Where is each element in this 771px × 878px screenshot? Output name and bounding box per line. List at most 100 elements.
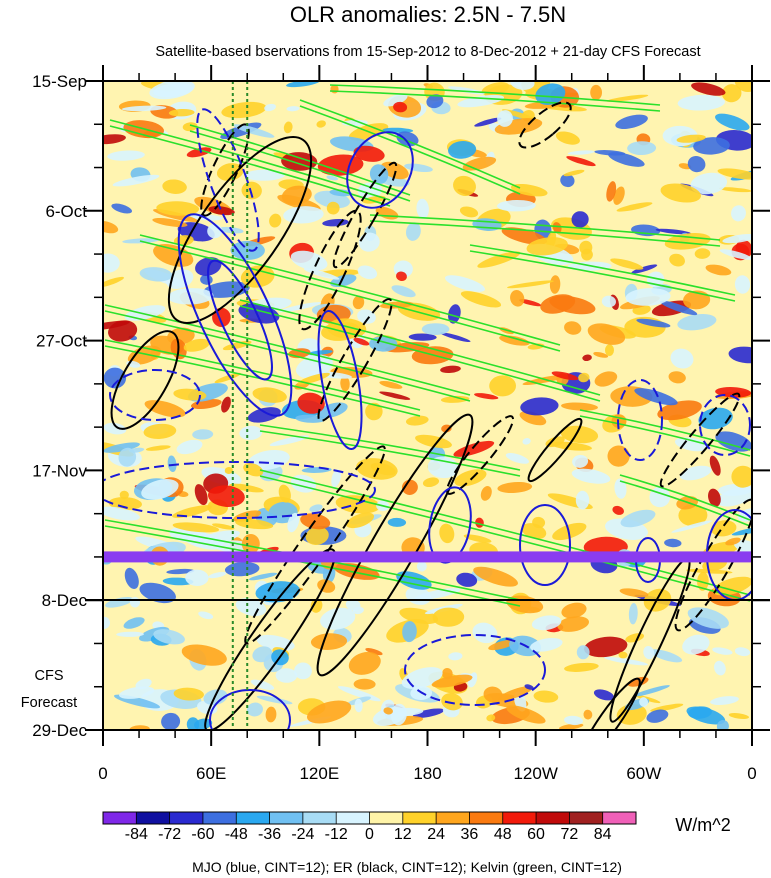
olr-anomaly-cell — [510, 289, 525, 307]
olr-anomaly-cell — [631, 264, 658, 274]
olr-anomaly-cell — [616, 703, 647, 725]
forecast-label-line2: Forecast — [21, 695, 77, 711]
olr-anomaly-cell — [733, 539, 752, 556]
olr-anomaly-cell — [207, 485, 245, 507]
olr-anomaly-cell — [510, 81, 535, 90]
olr-anomaly-cell — [283, 121, 293, 134]
olr-anomaly-cell — [584, 636, 628, 658]
olr-anomaly-cell — [353, 145, 385, 162]
kelvin-contour — [109, 125, 391, 207]
kelvin-contour — [139, 240, 561, 352]
olr-anomaly-cell — [439, 523, 455, 544]
olr-anomaly-cell — [415, 434, 452, 449]
olr-anomaly-cell — [697, 572, 709, 591]
olr-anomaly-cell — [357, 309, 376, 324]
olr-anomaly-cell — [143, 423, 177, 439]
y-tick-label: 27-Oct — [36, 332, 87, 351]
olr-anomaly-cell — [670, 348, 694, 369]
olr-anomaly-cell — [712, 647, 733, 655]
olr-anomaly-cell — [710, 696, 739, 706]
olr-anomaly-cell — [725, 537, 741, 546]
kelvin-contour — [139, 234, 561, 346]
olr-anomaly-cell — [310, 633, 348, 650]
olr-anomaly-cell — [183, 338, 210, 352]
olr-anomaly-field — [103, 81, 752, 730]
x-tick-label: 120E — [299, 764, 339, 783]
olr-anomaly-cell — [734, 647, 751, 657]
y-tick-label: 15-Sep — [32, 72, 87, 91]
olr-anomaly-cell — [265, 706, 277, 723]
olr-anomaly-cell — [252, 646, 273, 663]
olr-anomaly-cell — [655, 228, 691, 235]
olr-anomaly-cell — [379, 391, 411, 400]
olr-anomaly-cell — [124, 567, 139, 590]
olr-anomaly-cell — [614, 478, 627, 499]
olr-anomaly-cell — [383, 93, 408, 107]
olr-anomaly-cell — [691, 82, 726, 96]
olr-anomaly-cell — [505, 452, 529, 464]
olr-anomaly-cell — [559, 723, 584, 730]
olr-anomaly-cell — [135, 678, 152, 690]
colorbar-swatch — [269, 812, 304, 824]
olr-anomaly-cell — [506, 705, 546, 724]
olr-anomaly-cell — [111, 203, 132, 214]
olr-anomaly-cell — [608, 152, 645, 167]
olr-anomaly-cell — [422, 477, 440, 488]
olr-anomaly-cell — [520, 397, 559, 416]
olr-anomaly-cell — [674, 437, 709, 452]
olr-anomaly-cell — [604, 344, 615, 356]
mjo-contour — [617, 379, 663, 461]
olr-anomaly-cell — [719, 249, 752, 260]
kelvin-contour — [369, 214, 721, 241]
olr-anomaly-cell — [129, 725, 150, 730]
olr-anomaly-cell — [264, 103, 276, 112]
olr-anomaly-cell — [497, 199, 536, 212]
olr-anomaly-cell — [118, 686, 155, 699]
olr-anomaly-cell — [103, 422, 127, 435]
olr-anomaly-cell — [567, 150, 595, 155]
olr-anomaly-cell — [564, 662, 599, 672]
olr-anomaly-cell — [731, 465, 752, 488]
olr-anomaly-cell — [172, 505, 212, 518]
er-contour — [298, 209, 362, 331]
olr-anomaly-cell — [712, 576, 752, 596]
olr-anomaly-cell — [633, 685, 670, 697]
colorbar-level-label: -48 — [225, 826, 248, 843]
olr-anomaly-cell — [405, 415, 429, 426]
er-contour — [317, 298, 393, 422]
olr-anomaly-cell — [162, 179, 187, 194]
mjo-contour — [317, 309, 363, 451]
olr-anomaly-cell — [497, 481, 533, 494]
olr-anomaly-cell — [552, 222, 562, 234]
olr-anomaly-cell — [561, 602, 587, 619]
olr-anomaly-cell — [473, 566, 518, 587]
olr-anomaly-cell — [463, 534, 492, 543]
olr-anomaly-cell — [103, 506, 140, 521]
olr-anomaly-cell — [116, 631, 144, 637]
olr-anomaly-cell — [235, 598, 267, 617]
mjo-contour — [699, 394, 751, 456]
olr-anomaly-cell — [246, 702, 263, 717]
olr-anomaly-cell — [690, 172, 728, 195]
olr-anomaly-cell — [181, 644, 227, 666]
olr-anomaly-cell — [353, 337, 370, 346]
olr-anomaly-cell — [297, 392, 325, 414]
olr-anomaly-cell — [252, 387, 287, 403]
colorbar-level-label: -12 — [325, 826, 348, 843]
kelvin-contour — [329, 84, 661, 106]
olr-anomaly-cell — [412, 708, 445, 718]
olr-anomaly-cell — [340, 376, 350, 392]
olr-anomaly-cell — [499, 335, 530, 346]
olr-anomaly-cell — [561, 402, 598, 411]
olr-anomaly-cell — [153, 629, 185, 645]
kelvin-contour — [469, 250, 736, 302]
kelvin-contour — [239, 305, 601, 402]
mjo-contour — [404, 634, 546, 706]
y-tick-label: 29-Dec — [32, 721, 87, 740]
olr-anomaly-cell — [457, 94, 505, 108]
footer-legend: MJO (blue, CINT=12); ER (black, CINT=12)… — [192, 859, 622, 875]
olr-anomaly-cell — [646, 709, 669, 723]
colorbar-swatch — [402, 812, 437, 824]
olr-anomaly-cell — [717, 168, 752, 180]
olr-anomaly-cell — [287, 512, 300, 533]
